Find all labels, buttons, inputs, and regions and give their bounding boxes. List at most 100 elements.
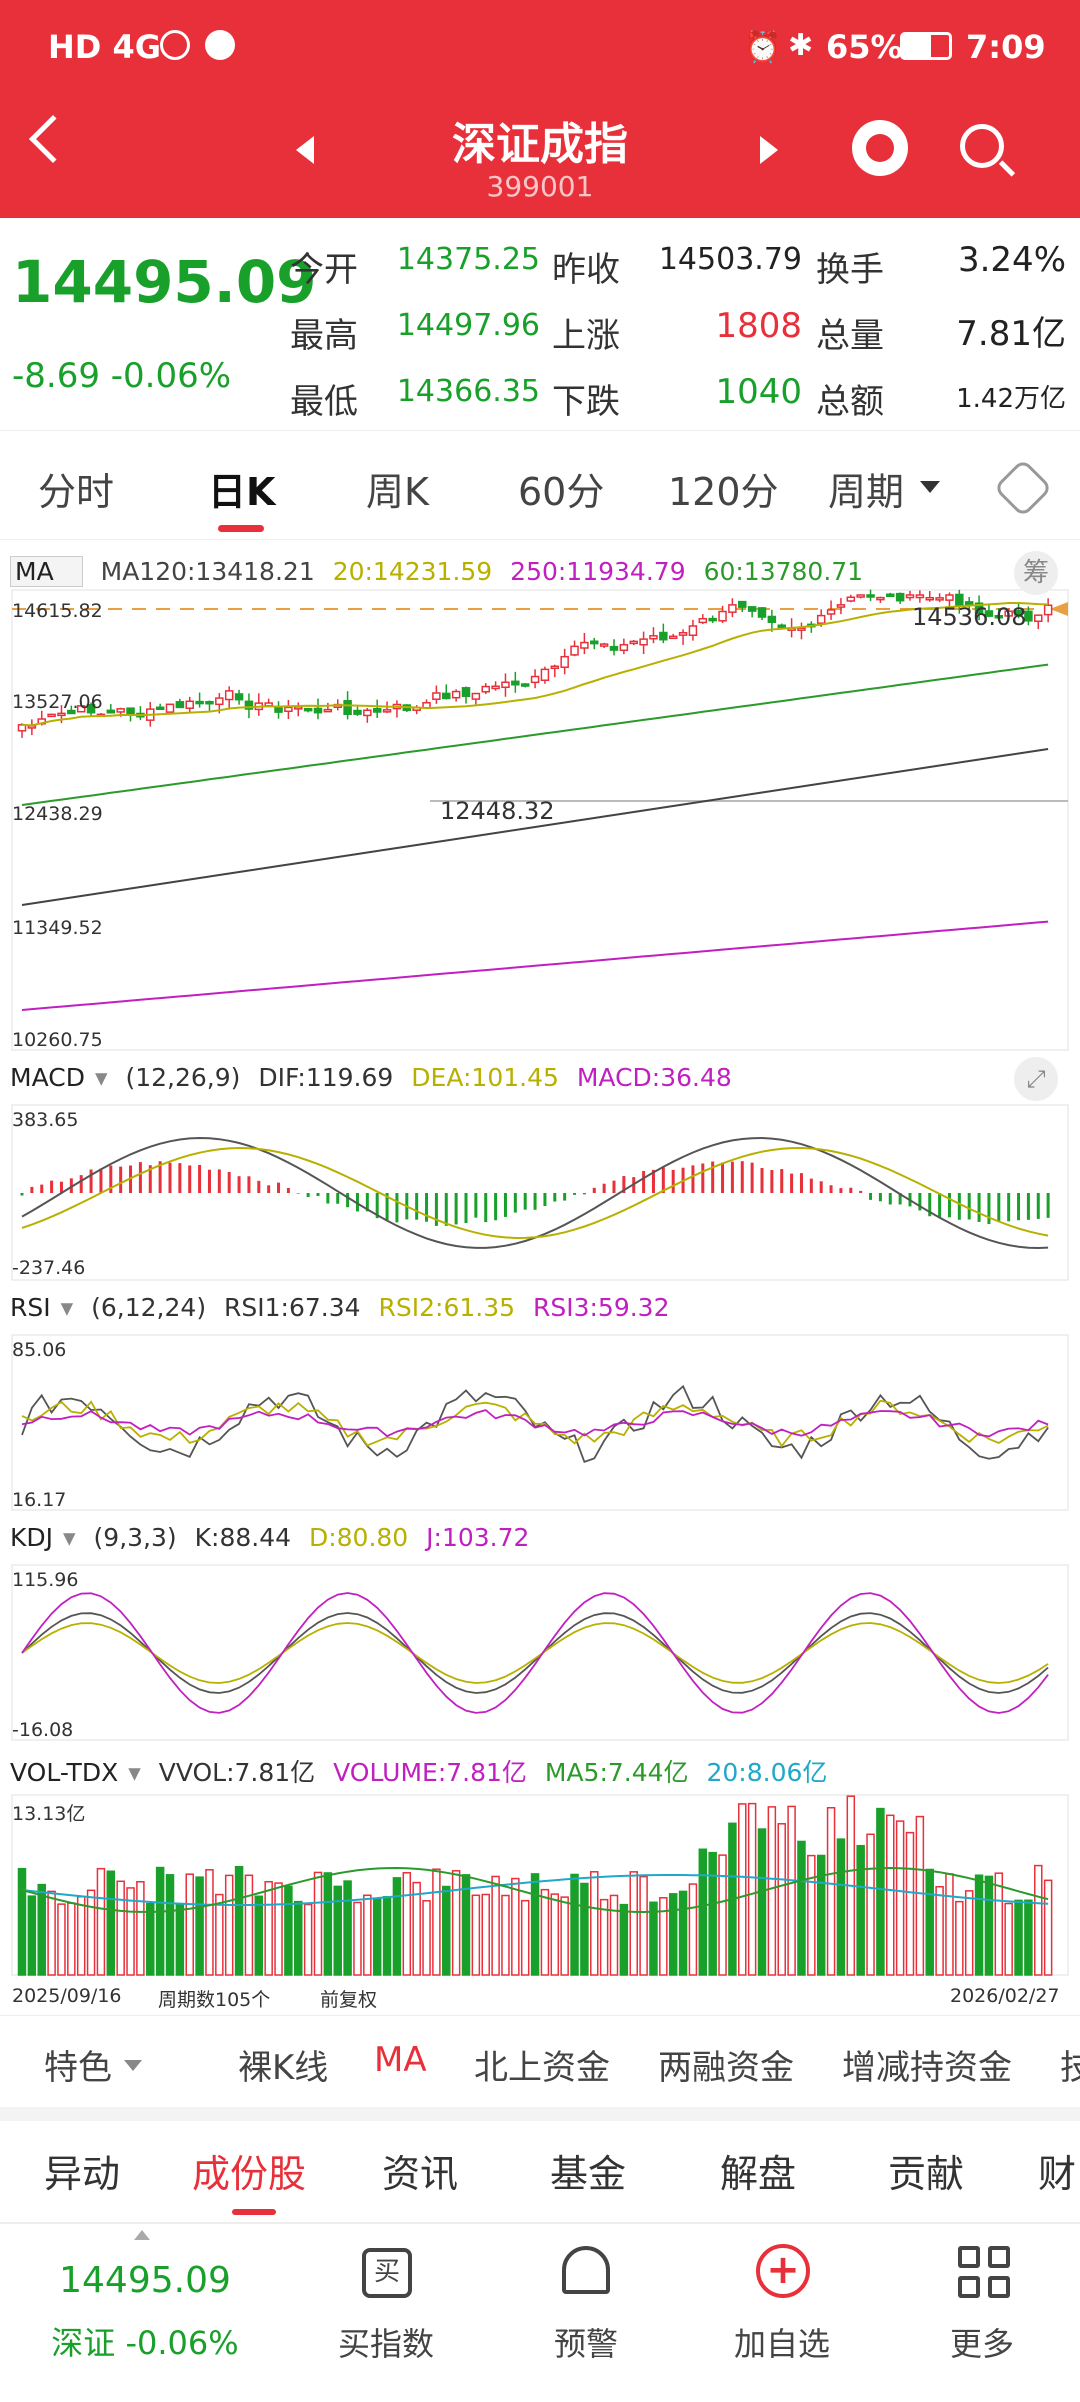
tab-contribution[interactable]: 贡献 [888,2152,965,2196]
volume-bar [876,1807,885,1976]
macd-bar [178,1163,182,1193]
macd-bar [415,1193,419,1220]
volume-bar [195,1876,204,1976]
macd-bar [336,1193,340,1204]
volume-bar [580,1882,589,1976]
add-watchlist-button[interactable]: + 加自选 [702,2224,862,2402]
ma60-line [21,663,1049,806]
volume-bar [994,1872,1004,1976]
tab-120min[interactable]: 120分 [668,470,779,514]
volume-bar [353,1901,362,1976]
macd-bar [207,1169,211,1193]
feature-more[interactable]: 技 [1060,2048,1080,2088]
vol-selector[interactable]: VOL-TDX [10,1758,119,1787]
kdj-legend: KDJ ▾ (9,3,3) K:88.44 D:80.80 J:103.72 [10,1523,530,1552]
macd-bar [849,1187,853,1193]
candle-body [155,706,165,711]
vol-ma5-line [21,1866,1049,1914]
decline-label: 下跌 [552,382,620,422]
vol-legend: VOL-TDX ▾ VVOL:7.81亿 VOLUME:7.81亿 MA5:7.4… [10,1758,828,1787]
candle-body [560,655,569,668]
alert-button[interactable]: 预警 [506,2224,666,2402]
volume-bar [333,1885,342,1976]
volume-bar [550,1893,560,1976]
prev-index-button[interactable] [296,136,314,164]
tab-intraday[interactable]: 分时 [38,470,115,514]
macd-bar [434,1193,438,1226]
rsi2-line [21,1399,1049,1448]
chip-distribution-button[interactable]: 筹 [1014,551,1058,595]
bottom-index-change: 深证 -0.06% [51,2324,239,2362]
macd-bar [355,1193,359,1212]
tab-weekly-k[interactable]: 周K [366,470,429,514]
candle-body [590,640,599,645]
kline-chart[interactable] [0,545,1080,2015]
rsi-selector[interactable]: RSI [10,1293,51,1322]
bottom-price[interactable]: 14495.09 [59,2260,231,2301]
battery-icon [900,32,952,60]
feature-northbound[interactable]: 北上资金 [474,2048,610,2088]
ma-selector[interactable]: MA [10,556,83,587]
low-marker-label: 12448.32 [440,797,555,825]
volume-bar [560,1896,569,1976]
tab-period-dropdown[interactable]: 周期 [828,470,905,514]
feature-special-dropdown[interactable]: 特色 [44,2048,112,2088]
buy-index-button[interactable]: 买 买指数 [306,2224,466,2402]
macd-bar [977,1193,981,1222]
volume-bar [797,1840,806,1976]
macd-bar [1007,1193,1011,1222]
volume-bar [945,1873,954,1976]
candle-body [580,641,589,649]
candle-body [1004,610,1013,617]
feature-holding-change[interactable]: 增减持资金 [842,2048,1012,2088]
search-icon[interactable] [960,124,1004,168]
tab-funds[interactable]: 基金 [550,2152,627,2196]
candle-body [659,631,668,641]
more-button[interactable]: 更多 [902,2224,1062,2402]
active-tab-indicator [232,2209,276,2215]
volume-bar [274,1882,283,1976]
tab-abnormal[interactable]: 异动 [44,2152,121,2196]
volume-bar [678,1890,688,1976]
candle-body [294,706,303,710]
macd-bar [947,1193,951,1218]
macd-bar [40,1184,44,1193]
low-label: 最低 [290,382,358,422]
volume-bar [363,1894,372,1976]
tab-constituents[interactable]: 成份股 [192,2152,307,2196]
volume-bar [826,1807,836,1976]
settings-hexagon-icon[interactable] [993,458,1053,518]
candle-body [86,703,96,714]
feature-naked-k[interactable]: 裸K线 [238,2048,329,2088]
macd-bar [1017,1193,1021,1221]
macd-bar [1036,1193,1040,1219]
volume-bar [757,1828,767,1976]
next-index-button[interactable] [760,136,778,164]
volume-bar [668,1893,678,1976]
section-divider [0,2107,1080,2121]
candle-body [639,638,648,646]
kdj-selector[interactable]: KDJ [10,1523,54,1552]
mascot-icon[interactable] [852,120,908,176]
tab-daily-k[interactable]: 日K [208,470,276,514]
feature-ma[interactable]: MA [374,2040,427,2080]
tab-finance[interactable]: 财 [1038,2152,1077,2196]
candle-body [1024,610,1033,622]
expand-icon[interactable]: ⤢ [1014,1057,1058,1101]
macd-selector[interactable]: MACD [10,1063,85,1092]
prev-close-label: 昨收 [552,250,620,290]
macd-bar [494,1193,498,1221]
candle-body [728,604,737,613]
macd-bar [780,1169,784,1193]
volume-bar [718,1854,727,1976]
volume-bar [116,1880,125,1976]
macd-bar [819,1181,823,1193]
battery-percent: 65% [826,28,903,66]
volume-bar [501,1894,510,1976]
tab-news[interactable]: 资讯 [382,2152,459,2196]
tab-60min[interactable]: 60分 [518,470,605,514]
tab-analysis[interactable]: 解盘 [720,2152,797,2196]
volume-bar [905,1831,915,1976]
adjust-mode[interactable]: 前复权 [320,1989,378,2011]
feature-margin[interactable]: 两融资金 [658,2048,794,2088]
